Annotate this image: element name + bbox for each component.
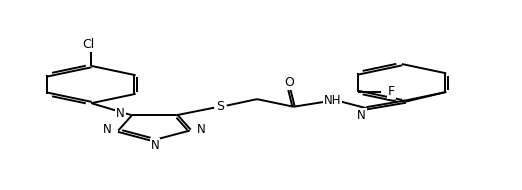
Text: N: N	[116, 107, 125, 120]
Text: F: F	[388, 86, 395, 98]
Text: N: N	[197, 123, 206, 136]
Text: Cl: Cl	[82, 38, 95, 51]
Text: O: O	[284, 76, 294, 89]
Text: S: S	[217, 100, 224, 113]
Text: N: N	[102, 123, 111, 136]
Text: NH: NH	[324, 94, 341, 107]
Text: N: N	[357, 109, 366, 122]
Text: N: N	[151, 139, 159, 152]
